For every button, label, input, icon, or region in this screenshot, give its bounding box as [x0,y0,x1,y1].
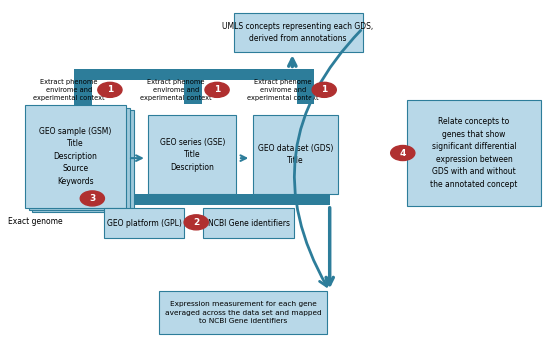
Text: Extract phenome
envirome and
experimental context: Extract phenome envirome and experimenta… [33,79,104,101]
Text: Exact genome: Exact genome [8,217,63,226]
FancyBboxPatch shape [407,100,541,206]
Bar [297,69,314,103]
Text: GEO series (GSE)
Title
Description: GEO series (GSE) Title Description [160,138,225,172]
Circle shape [205,82,229,98]
FancyBboxPatch shape [32,110,134,212]
Bar [74,194,330,205]
FancyBboxPatch shape [104,208,184,238]
Circle shape [80,191,104,206]
Text: UMLS concepts representing each GDS,
derived from annotations: UMLS concepts representing each GDS, der… [223,22,374,43]
Text: 1: 1 [107,85,113,94]
FancyBboxPatch shape [159,291,327,334]
Circle shape [312,82,336,98]
Text: GEO platform (GPL): GEO platform (GPL) [107,219,181,228]
FancyBboxPatch shape [25,105,127,208]
FancyBboxPatch shape [148,116,236,194]
Text: Expression measurement for each gene
averaged across the data set and mapped
to : Expression measurement for each gene ave… [165,301,321,324]
Bar [74,69,92,103]
Bar [74,103,92,194]
Text: Relate concepts to
genes that show
significant differential
expression between
G: Relate concepts to genes that show signi… [430,117,518,189]
Text: 1: 1 [214,85,220,94]
Text: 4: 4 [400,149,406,158]
Bar [184,69,201,103]
Circle shape [391,145,415,161]
Text: NCBI Gene identifiers: NCBI Gene identifiers [208,219,290,228]
Bar [74,69,313,80]
Text: 2: 2 [193,218,199,227]
Text: GEO data set (GDS)
Title: GEO data set (GDS) Title [258,144,333,166]
Text: 1: 1 [321,85,327,94]
Circle shape [184,215,208,230]
Circle shape [98,82,122,98]
Text: Extract phenome
envirome and
experimental context: Extract phenome envirome and experimenta… [247,79,319,101]
FancyBboxPatch shape [29,108,130,210]
Text: Extract phenome
envirome and
experimental context: Extract phenome envirome and experimenta… [140,79,211,101]
Text: 3: 3 [89,194,95,203]
FancyBboxPatch shape [203,208,294,238]
FancyBboxPatch shape [253,116,338,194]
Text: GEO sample (GSM)
Title
Description
Source
Keywords: GEO sample (GSM) Title Description Sourc… [39,127,112,186]
FancyBboxPatch shape [234,13,362,52]
